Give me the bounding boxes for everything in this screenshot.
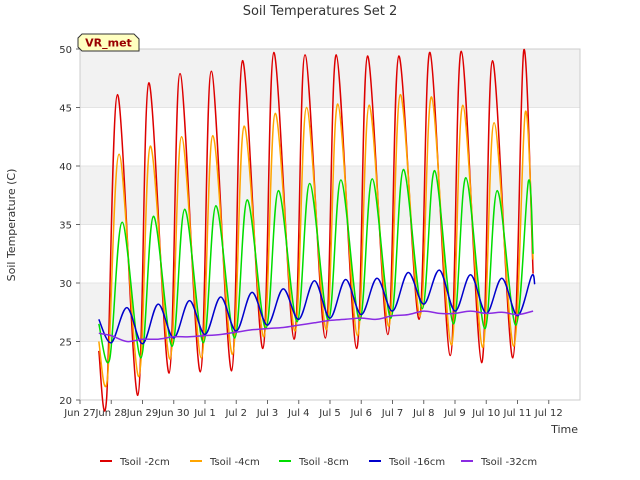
x-tick-label: Jun 29 bbox=[126, 408, 159, 419]
x-tick-label: Jul 4 bbox=[287, 408, 310, 419]
x-tick-label: Jul 5 bbox=[318, 408, 341, 419]
x-tick-label: Jul 11 bbox=[503, 408, 532, 419]
legend: Tsoil -2cm Tsoil -4cm Tsoil -8cm Tsoil -16c… bbox=[100, 457, 537, 468]
x-tick-label: Jul 8 bbox=[412, 408, 435, 419]
legend-label-tsoil-16cm: Tsoil -16cm bbox=[388, 457, 445, 468]
x-tick-label: Jun 28 bbox=[94, 408, 127, 419]
x-axis-label: Time bbox=[550, 423, 578, 436]
y-tick-label: 45 bbox=[59, 104, 72, 115]
legend-label-tsoil-4cm: Tsoil -4cm bbox=[209, 457, 260, 468]
x-tick-label: Jul 2 bbox=[224, 408, 247, 419]
y-axis-label: Soil Temperature (C) bbox=[5, 169, 18, 282]
x-tick-label: Jul 12 bbox=[534, 408, 563, 419]
series-line-tsoil-8cm bbox=[98, 168, 534, 364]
y-tick-label: 50 bbox=[59, 45, 72, 56]
y-tick-label: 40 bbox=[59, 162, 72, 173]
x-tick-label: Jun 30 bbox=[157, 408, 190, 419]
station-badge: VR_met bbox=[77, 33, 140, 52]
y-tick-label: 25 bbox=[59, 338, 72, 349]
chart-title: Soil Temperatures Set 2 bbox=[243, 4, 398, 19]
x-tick-label: Jun 27 bbox=[63, 408, 96, 419]
y-tick-label: 30 bbox=[59, 279, 72, 290]
x-tick-label: Jul 1 bbox=[193, 408, 216, 419]
legend-label-tsoil-2cm: Tsoil -2cm bbox=[119, 457, 170, 468]
x-tick-label: Jul 7 bbox=[381, 408, 404, 419]
x-tick-label: Jul 6 bbox=[349, 408, 372, 419]
x-axis: Jun 27 Jun 28 Jun 29 Jun 30 Jul 1 Jul 2 Jul 3 J… bbox=[63, 400, 563, 419]
station-badge-label: VR_met bbox=[85, 37, 132, 50]
x-tick-label: Jul 3 bbox=[256, 408, 279, 419]
x-tick-label: Jul 10 bbox=[471, 408, 500, 419]
legend-label-tsoil-32cm: Tsoil -32cm bbox=[480, 457, 537, 468]
grid-band bbox=[80, 49, 580, 108]
y-tick-label: 35 bbox=[59, 221, 72, 232]
x-tick-label: Jul 9 bbox=[443, 408, 466, 419]
series-line-tsoil-32cm bbox=[98, 310, 534, 343]
station-badge-box bbox=[77, 33, 140, 52]
series-layer bbox=[98, 49, 536, 412]
y-axis: 20 25 30 35 40 45 50 bbox=[59, 45, 80, 407]
legend-label-tsoil-8cm: Tsoil -8cm bbox=[298, 457, 349, 468]
y-tick-label: 20 bbox=[59, 396, 72, 407]
